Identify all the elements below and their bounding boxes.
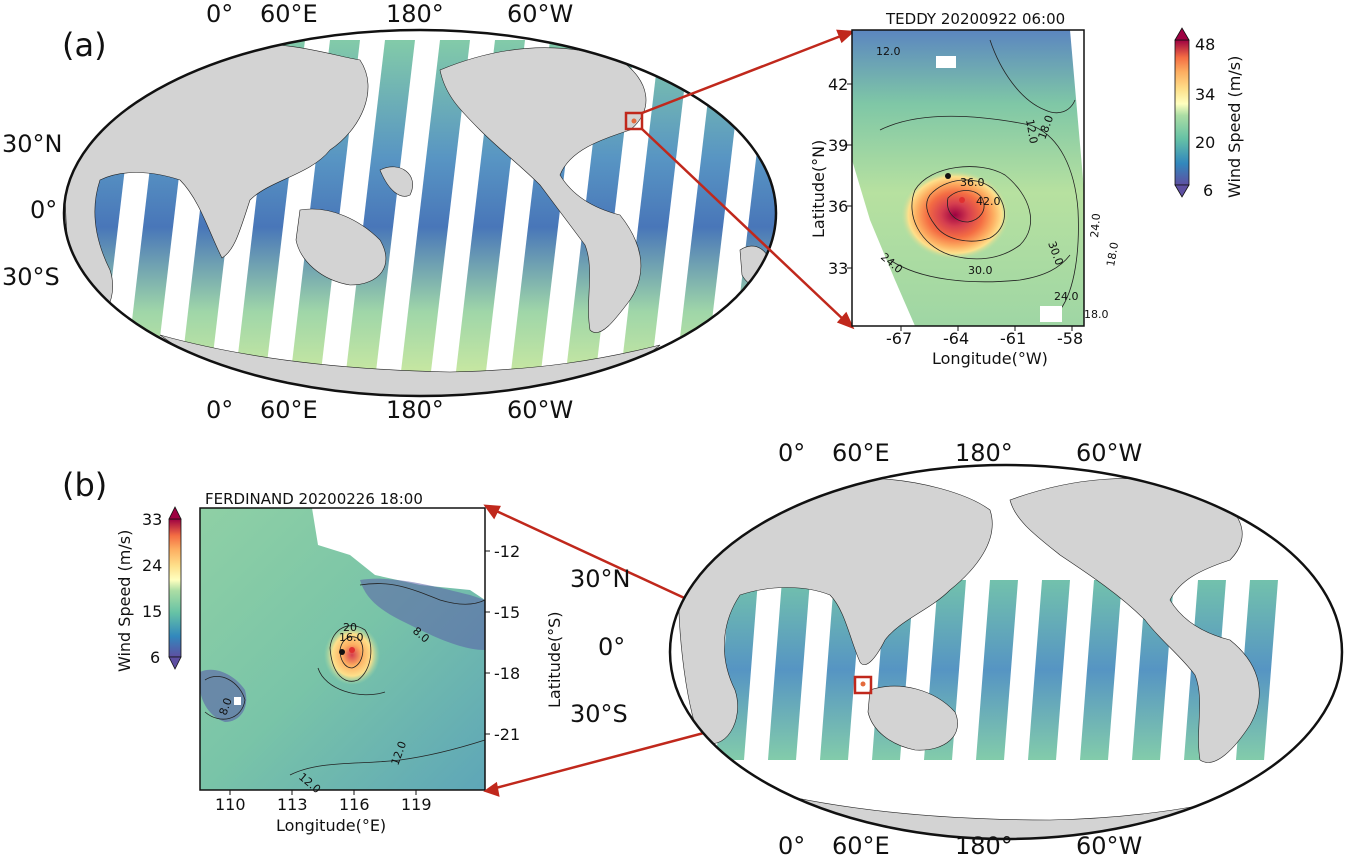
teddy-cbar-tick-1: 34 — [1195, 85, 1215, 104]
teddy-colorbar: 48 34 20 6 Wind Speed (m/s) — [1174, 27, 1244, 200]
ferd-contour-lbl-1: 8.0 — [217, 696, 235, 717]
lon-tick-bottom-b-1: 60°E — [832, 832, 890, 856]
lon-tick-top-b-2: 180° — [955, 439, 1013, 467]
teddy-cbar-tick-2: 20 — [1195, 133, 1215, 152]
storm-box-a — [624, 111, 644, 131]
world-map-a — [62, 28, 778, 398]
inset-ferdinand: FERDINAND 20200226 18:00 8.0 8.0 12.0 12… — [115, 490, 564, 835]
world-a-swath — [620, 40, 690, 380]
lat-tick-b-0: 30°N — [570, 565, 631, 593]
lon-tick-top-a-1: 60°E — [260, 0, 318, 28]
ferd-cbar-tick-3: 6 — [150, 648, 160, 667]
lon-tick-bottom-b-3: 60°W — [1076, 832, 1142, 856]
lon-tick-top-a-3: 60°W — [507, 0, 573, 28]
teddy-cbar-tick-0: 48 — [1195, 35, 1215, 54]
world-a-swath — [400, 40, 470, 380]
teddy-xtick-1: -64 — [943, 329, 969, 348]
teddy-xtick-0: -67 — [886, 329, 912, 348]
lat-tick-a-0: 30°N — [2, 130, 63, 158]
lon-tick-bottom-a-0: 0° — [206, 396, 233, 424]
world-map-b — [668, 463, 1344, 841]
teddy-xtick-2: -61 — [1000, 329, 1026, 348]
teddy-contour-lbl-8: 36.0 — [960, 176, 985, 189]
lat-tick-b-2: 30°S — [570, 700, 628, 728]
teddy-track-marker — [945, 173, 951, 179]
world-ticks-a: 0° 60°E 180° 60°W 0° 60°E 180° 60°W 30°N… — [2, 0, 573, 424]
panel-a-label: (a) — [62, 26, 107, 64]
world-a-swath — [675, 40, 745, 380]
teddy-contour-lbl-6: 30.0 — [968, 264, 993, 277]
lat-tick-a-1: 0° — [30, 196, 57, 224]
ferd-cbar-tick-0: 33 — [142, 510, 162, 529]
lon-tick-bottom-b-2: 180° — [955, 832, 1013, 856]
ferd-ylabel: Latitude(°S) — [545, 612, 564, 709]
teddy-xtick-3: -58 — [1057, 329, 1083, 348]
world-b-swath — [1080, 580, 1122, 760]
ferd-ytick-0: -12 — [494, 542, 520, 561]
teddy-contour-lbl-3: 18.0 — [1104, 241, 1121, 267]
ferd-contour-lbl-5: 20 — [343, 621, 357, 634]
ferd-xtick-3: 119 — [401, 795, 432, 814]
teddy-ytick-1: 39 — [828, 136, 848, 155]
ferd-xtick-0: 110 — [215, 795, 246, 814]
ferd-xtick-1: 113 — [277, 795, 308, 814]
ferd-title: FERDINAND 20200226 18:00 — [205, 490, 423, 508]
storm-box-b — [853, 675, 873, 695]
teddy-contour-lbl-9: 42.0 — [976, 195, 1001, 208]
teddy-contour-lbl-5: 24.0 — [1054, 290, 1079, 303]
teddy-contour-lbl-0: 12.0 — [876, 45, 901, 58]
lon-tick-top-b-0: 0° — [778, 439, 805, 467]
ferd-ytick-1: -15 — [494, 603, 520, 622]
world-b-swath — [1028, 580, 1070, 760]
teddy-cbar-label: Wind Speed (m/s) — [1225, 56, 1244, 198]
teddy-contours — [879, 39, 1079, 311]
ferd-contour-lbl-4: 16.0 — [339, 631, 364, 644]
teddy-xlabel: Longitude(°W) — [932, 349, 1048, 368]
teddy-ylabel: Latitude(°N) — [809, 140, 828, 238]
teddy-ytick-3: 33 — [828, 259, 848, 278]
world-ticks-b: 0° 60°E 180° 60°W 0° 60°E 180° 60°W 30°N… — [570, 439, 1142, 856]
ferd-ticks — [229, 550, 490, 795]
teddy-cbar-tick-3: 6 — [1203, 181, 1213, 200]
teddy-ytick-2: 36 — [828, 197, 848, 216]
ferd-ytick-3: -21 — [494, 725, 520, 744]
lon-tick-bottom-a-3: 60°W — [507, 396, 573, 424]
ferd-cbar-tick-1: 24 — [142, 556, 162, 575]
land-a — [64, 39, 773, 396]
lat-tick-a-2: 30°S — [2, 263, 60, 291]
teddy-contour-lbl-10: 18.0 — [1084, 308, 1109, 321]
lon-tick-bottom-a-2: 180° — [386, 396, 444, 424]
lon-tick-top-b-1: 60°E — [832, 439, 890, 467]
ferd-xlabel: Longitude(°E) — [276, 816, 386, 835]
teddy-contour-lbl-1: 12.0 — [1023, 118, 1040, 144]
lon-tick-bottom-b-0: 0° — [778, 832, 805, 856]
lon-tick-top-a-0: 0° — [206, 0, 233, 28]
teddy-ytick-0: 42 — [828, 75, 848, 94]
ferd-ytick-2: -18 — [494, 664, 520, 683]
lon-tick-bottom-a-1: 60°E — [260, 396, 318, 424]
lat-tick-b-1: 0° — [598, 633, 625, 661]
ferd-cbar-label: Wind Speed (m/s) — [115, 530, 134, 672]
ferd-colorbar: 33 24 15 6 Wind Speed (m/s) — [115, 506, 182, 672]
teddy-center-marker — [959, 197, 965, 203]
world-a-swath — [345, 40, 415, 380]
ferd-track-marker — [339, 649, 345, 655]
inset-teddy: TEDDY 20200922 06:00 12.0 12.0 18.0 18.0… — [809, 10, 1244, 368]
lon-tick-top-a-2: 180° — [386, 0, 444, 28]
ferd-cbar-tick-2: 15 — [142, 602, 162, 621]
ferd-contours — [204, 583, 486, 776]
zoom-arrows-a — [641, 29, 856, 330]
teddy-x-ticks — [847, 83, 1073, 331]
inset-teddy-title: TEDDY 20200922 06:00 — [885, 10, 1065, 28]
ferd-xtick-2: 116 — [339, 795, 370, 814]
world-b-swath — [976, 580, 1018, 760]
lon-tick-top-b-3: 60°W — [1076, 439, 1142, 467]
teddy-contour-lbl-11: 24.0 — [1088, 213, 1103, 239]
world-b-swath — [768, 580, 810, 760]
panel-b-label: (b) — [62, 466, 107, 504]
ferd-center-marker — [349, 647, 355, 653]
